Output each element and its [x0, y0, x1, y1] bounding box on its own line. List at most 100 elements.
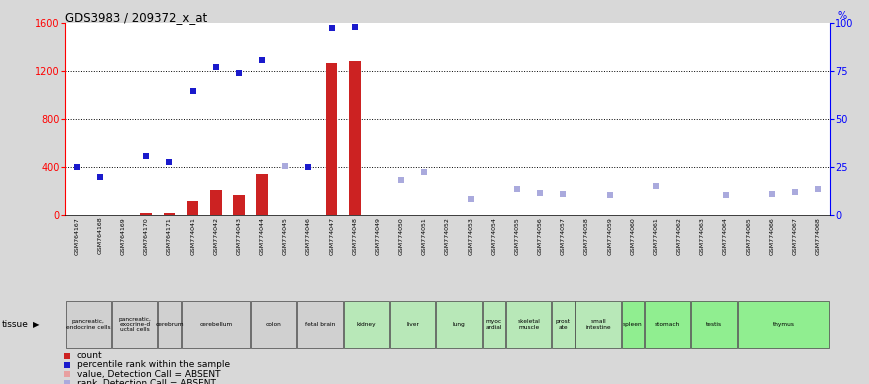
Text: fetal brain: fetal brain: [305, 322, 335, 327]
Bar: [349, 61, 361, 215]
Text: small
intestine: small intestine: [586, 319, 611, 330]
Bar: [141, 213, 152, 215]
Text: pancreatic,
endocrine cells: pancreatic, endocrine cells: [66, 319, 110, 330]
Point: [61, 353, 75, 359]
Point: [348, 24, 362, 30]
Point: [186, 88, 200, 94]
Text: tissue: tissue: [2, 320, 29, 329]
Text: GSM764170: GSM764170: [143, 217, 149, 255]
Point: [788, 189, 802, 195]
Bar: [112, 301, 157, 348]
Bar: [210, 190, 222, 215]
Text: spleen: spleen: [623, 322, 643, 327]
Text: GSM774048: GSM774048: [352, 217, 357, 255]
Bar: [163, 213, 176, 215]
Text: kidney: kidney: [356, 322, 376, 327]
Point: [649, 183, 663, 189]
Bar: [622, 301, 644, 348]
Point: [61, 371, 75, 377]
Bar: [645, 301, 690, 348]
Text: GSM774043: GSM774043: [236, 217, 242, 255]
Bar: [187, 200, 198, 215]
Text: GSM774065: GSM774065: [746, 217, 752, 255]
Text: count: count: [76, 351, 103, 360]
Text: GDS3983 / 209372_x_at: GDS3983 / 209372_x_at: [65, 12, 208, 25]
Point: [464, 196, 478, 202]
Bar: [326, 63, 337, 215]
Text: GSM774045: GSM774045: [282, 217, 288, 255]
Bar: [256, 174, 268, 215]
Text: GSM764168: GSM764168: [97, 217, 103, 255]
Bar: [182, 301, 250, 348]
Text: GSM764171: GSM764171: [167, 217, 172, 255]
Text: GSM774061: GSM774061: [653, 217, 659, 255]
Bar: [738, 301, 829, 348]
Point: [765, 191, 779, 197]
Bar: [344, 301, 389, 348]
Text: testis: testis: [706, 322, 722, 327]
Text: GSM774055: GSM774055: [514, 217, 520, 255]
Text: GSM774058: GSM774058: [584, 217, 589, 255]
Point: [302, 164, 315, 170]
Text: GSM774044: GSM774044: [260, 217, 265, 255]
Text: GSM774049: GSM774049: [375, 217, 381, 255]
Bar: [66, 301, 111, 348]
Point: [61, 362, 75, 368]
Text: pancreatic,
exocrine-d
uctal cells: pancreatic, exocrine-d uctal cells: [118, 316, 151, 333]
Bar: [692, 301, 737, 348]
Point: [556, 191, 570, 197]
Bar: [251, 301, 296, 348]
Bar: [436, 301, 481, 348]
Text: prost
ate: prost ate: [556, 319, 571, 330]
Text: GSM774064: GSM774064: [723, 217, 728, 255]
Text: GSM774066: GSM774066: [769, 217, 774, 255]
Bar: [553, 301, 574, 348]
Point: [163, 159, 176, 166]
Bar: [506, 301, 551, 348]
Point: [61, 380, 75, 384]
Point: [510, 185, 524, 192]
Text: GSM774052: GSM774052: [445, 217, 450, 255]
Bar: [390, 301, 435, 348]
Text: GSM774050: GSM774050: [399, 217, 404, 255]
Text: GSM774053: GSM774053: [468, 217, 474, 255]
Text: stomach: stomach: [655, 322, 680, 327]
Text: GSM774051: GSM774051: [421, 217, 427, 255]
Text: cerebrum: cerebrum: [156, 322, 183, 327]
Text: GSM774042: GSM774042: [213, 217, 218, 255]
Text: GSM774063: GSM774063: [700, 217, 705, 255]
Text: GSM774062: GSM774062: [677, 217, 682, 255]
Bar: [233, 195, 245, 215]
Text: colon: colon: [266, 322, 282, 327]
Text: liver: liver: [407, 322, 419, 327]
Text: GSM764169: GSM764169: [121, 217, 126, 255]
Point: [209, 65, 222, 71]
Bar: [483, 301, 505, 348]
Bar: [297, 301, 342, 348]
Text: thymus: thymus: [773, 322, 794, 327]
Point: [278, 163, 292, 169]
Text: GSM774059: GSM774059: [607, 217, 613, 255]
Point: [255, 57, 269, 63]
Text: GSM774047: GSM774047: [329, 217, 335, 255]
Text: GSM774057: GSM774057: [561, 217, 566, 255]
Text: percentile rank within the sample: percentile rank within the sample: [76, 361, 229, 369]
Point: [70, 164, 83, 170]
Text: GSM774054: GSM774054: [491, 217, 496, 255]
Point: [232, 70, 246, 76]
Point: [603, 192, 617, 198]
Text: GSM774041: GSM774041: [190, 217, 196, 255]
Text: GSM774056: GSM774056: [538, 217, 543, 255]
Text: myoc
ardial: myoc ardial: [486, 319, 502, 330]
Point: [395, 177, 408, 183]
Text: cerebellum: cerebellum: [199, 322, 232, 327]
Point: [139, 153, 153, 159]
Point: [93, 174, 107, 180]
Text: ▶: ▶: [33, 320, 39, 329]
Bar: [158, 301, 181, 348]
Point: [417, 169, 431, 175]
Text: GSM774046: GSM774046: [306, 217, 311, 255]
Point: [719, 192, 733, 198]
Point: [534, 190, 547, 197]
Point: [325, 25, 339, 31]
